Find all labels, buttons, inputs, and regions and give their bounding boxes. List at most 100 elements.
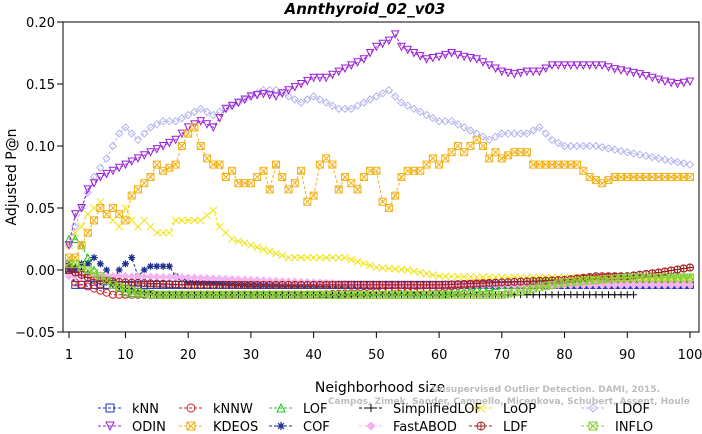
legend-marker <box>277 422 285 430</box>
point-ldof <box>497 129 507 138</box>
y-tick-label: 0.20 <box>26 16 55 31</box>
point-loop <box>259 245 268 254</box>
point-fastabod <box>660 280 670 290</box>
point-kdeos <box>71 253 80 262</box>
point-inflo <box>65 259 73 268</box>
point-inflo <box>654 273 663 282</box>
point-kdeos-cross <box>171 160 180 169</box>
legend-label: kNNW <box>213 402 253 417</box>
point-kdeos <box>259 166 268 175</box>
point-kdeos <box>146 173 155 181</box>
point-loop <box>146 222 155 231</box>
point-lof <box>70 234 80 243</box>
point-loop <box>290 253 299 262</box>
point-odin <box>666 78 676 88</box>
point-loop <box>378 264 387 272</box>
point-loop <box>140 216 149 225</box>
point-odin <box>566 61 576 71</box>
point-inflo <box>610 274 619 283</box>
point-odin <box>384 36 394 46</box>
point-inflo <box>635 273 644 282</box>
point-kdeos <box>535 160 544 169</box>
point-fastabod <box>654 280 663 290</box>
point-odin <box>560 61 569 71</box>
point-loop <box>347 255 356 264</box>
point-ldof <box>133 135 143 145</box>
point-cof <box>159 262 167 270</box>
point-inflo <box>102 276 111 285</box>
point-loop <box>485 273 494 282</box>
legend-marker <box>186 403 196 413</box>
point-kdeos <box>403 166 412 175</box>
point-inflo <box>159 290 168 299</box>
point-kdeos <box>485 154 494 163</box>
point-ldof <box>152 120 162 129</box>
point-inflo <box>573 277 582 286</box>
legend-marker <box>276 402 286 413</box>
point-kdeos <box>548 160 556 169</box>
legend-marker <box>476 403 486 413</box>
point-odin <box>158 142 168 151</box>
point-inflo <box>328 290 337 299</box>
point-odin <box>346 61 356 71</box>
point-loop <box>196 216 205 225</box>
point-kdeos <box>334 185 343 194</box>
point-odin <box>177 129 187 139</box>
point-kdeos <box>127 191 136 200</box>
point-ldof <box>510 129 519 138</box>
point-cof <box>165 262 173 270</box>
point-kdeos-cross <box>328 160 337 169</box>
point-loop <box>71 228 80 237</box>
point-fastabod <box>666 280 676 290</box>
point-odin <box>77 204 86 213</box>
point-kdeos-cross <box>77 241 86 250</box>
point-ldof <box>441 116 450 126</box>
point-inflo <box>529 284 538 293</box>
point-inflo <box>278 290 287 299</box>
point-inflo <box>203 290 211 299</box>
series-kdeos <box>65 123 694 262</box>
point-loop <box>454 272 462 281</box>
point-ldof <box>365 95 375 104</box>
point-kdeos <box>102 210 111 219</box>
point-inflo <box>115 282 124 291</box>
point-fastabod <box>610 280 619 290</box>
point-inflo <box>378 290 387 299</box>
point-kdeos <box>660 173 669 181</box>
series-ldf <box>65 263 694 289</box>
point-ldof <box>89 172 99 182</box>
point-kdeos-cross <box>196 142 205 150</box>
point-odin <box>171 135 180 145</box>
point-odin <box>585 61 594 71</box>
point-kdeos <box>560 160 569 169</box>
point-fastabod <box>623 280 632 290</box>
point-ldof <box>516 129 525 138</box>
point-loop <box>284 253 293 262</box>
point-kdeos-cross <box>309 191 318 200</box>
point-loop <box>221 228 230 237</box>
point-ldof <box>372 92 381 101</box>
point-kdeos <box>686 173 694 181</box>
point-inflo <box>140 289 149 298</box>
point-odin <box>252 91 262 100</box>
point-kdeos <box>347 179 356 188</box>
point-odin <box>641 71 651 81</box>
point-ldof <box>334 104 343 114</box>
point-lof <box>83 252 93 262</box>
point-inflo <box>485 290 494 299</box>
point-ldof <box>466 126 475 135</box>
plot-frame <box>62 21 700 333</box>
point-inflo <box>466 290 475 299</box>
point-simplifiedlof <box>623 291 631 299</box>
point-ldof <box>447 116 456 126</box>
point-kdeos-cross <box>297 166 305 175</box>
point-loop <box>410 267 418 276</box>
legend-item-simplifiedlof: SimplifiedLOF <box>359 402 482 417</box>
point-inflo <box>240 290 249 299</box>
point-inflo <box>403 290 412 299</box>
point-inflo <box>479 290 487 299</box>
point-inflo <box>284 290 293 299</box>
point-inflo <box>366 290 375 299</box>
point-inflo <box>598 275 607 284</box>
point-odin <box>83 185 93 195</box>
